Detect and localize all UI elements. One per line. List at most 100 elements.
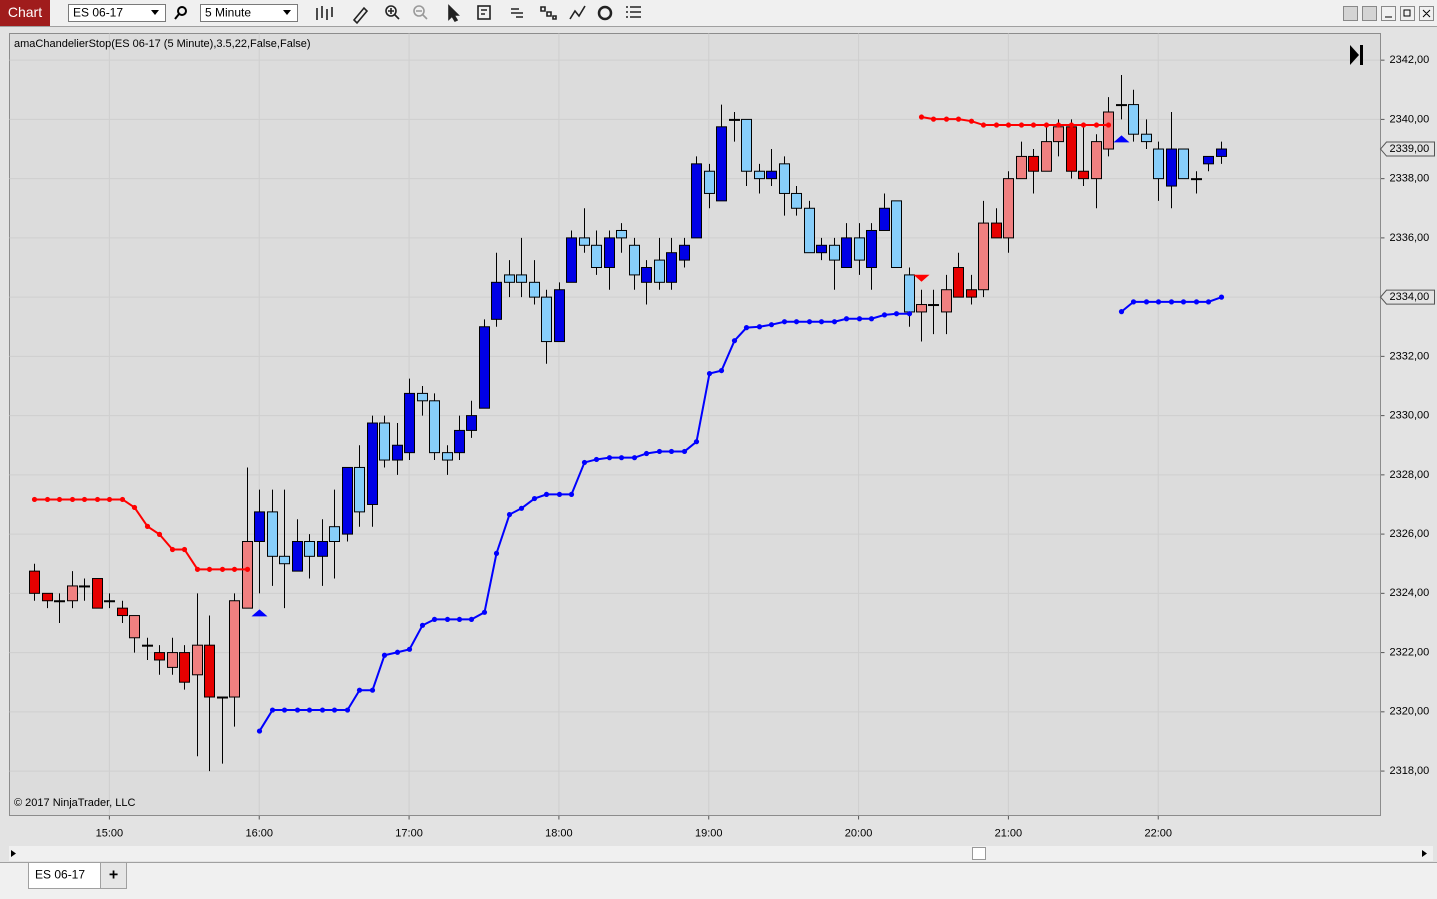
candle-body [491, 281, 502, 320]
stop-dot [781, 319, 788, 325]
instrument[interactable]: ES 06-17 [73, 6, 123, 20]
stop-dot [256, 728, 263, 734]
strategies-icon[interactable] [540, 6, 557, 20]
candle-body [1053, 126, 1064, 143]
jump-to-end-icon[interactable] [1350, 45, 1363, 65]
candle-body [829, 244, 840, 261]
candle-body [529, 281, 540, 298]
icon-part [540, 6, 557, 20]
scrollbar[interactable] [9, 846, 1433, 861]
restore-button[interactable] [1400, 6, 1415, 21]
candle-body [129, 615, 140, 639]
stop-dot [706, 370, 713, 377]
icon-part [352, 6, 369, 25]
candle-body [1066, 126, 1077, 172]
candle-body [192, 644, 203, 676]
candle-body [953, 267, 964, 298]
candle-body [404, 392, 415, 454]
icon-part [481, 9, 487, 15]
candle-body [367, 422, 378, 505]
add-tab-label[interactable]: + [109, 867, 118, 884]
candle-body [541, 296, 552, 343]
candle-body [292, 541, 303, 572]
icon-part [626, 6, 641, 18]
interval[interactable]: 5 Minute [205, 6, 251, 20]
dropdown-box[interactable] [68, 4, 166, 22]
instrument-selector[interactable]: ES 06-17 [68, 4, 166, 22]
dropdown-arrow [151, 10, 159, 15]
candle-body [779, 163, 790, 194]
stop-dot [106, 496, 113, 503]
indicators-icon[interactable] [569, 5, 586, 20]
candle-body [1028, 155, 1039, 172]
candle-body [1178, 148, 1189, 180]
window-buttons [1343, 6, 1434, 21]
zoom-out-icon[interactable] [413, 5, 428, 20]
y-tick-label: 2320,00 [1390, 706, 1430, 718]
zoom-in-icon[interactable] [385, 5, 400, 20]
signal-arrow [1113, 135, 1130, 143]
draw-icon[interactable] [352, 6, 369, 25]
stop-dot [281, 707, 288, 713]
candle-body [154, 652, 165, 661]
stop-dot [431, 616, 438, 623]
stop-dot [693, 439, 700, 445]
candle-body [442, 452, 453, 461]
stop-dot [993, 122, 1000, 128]
properties-icon[interactable] [511, 8, 523, 18]
stop-dot [1205, 299, 1212, 305]
candle-body [1078, 170, 1089, 180]
signal-arrow [913, 274, 930, 282]
icon-part [1350, 45, 1359, 65]
y-tick-label: 2340,00 [1390, 113, 1430, 125]
window-button[interactable] [1362, 6, 1377, 21]
tab[interactable] [28, 862, 101, 889]
data-box-icon[interactable] [477, 5, 491, 20]
candle-body [704, 170, 715, 194]
magnifier-icon[interactable] [174, 6, 187, 20]
candle-body [1153, 148, 1164, 180]
stop-dot [381, 652, 388, 658]
reload-icon[interactable] [597, 5, 613, 21]
window-button[interactable] [1343, 6, 1358, 21]
add-tab-button[interactable] [100, 862, 127, 889]
pointer-icon[interactable] [448, 4, 460, 23]
candle-body [766, 170, 777, 180]
stop-dot [593, 456, 600, 463]
list-icon[interactable] [626, 6, 641, 18]
x-tick-label: 20:00 [845, 827, 873, 839]
candle-body [417, 392, 428, 402]
minimize-button[interactable] [1381, 6, 1396, 21]
candle-body [479, 326, 490, 409]
candle-body [42, 592, 53, 602]
stop-dot [306, 707, 313, 713]
candle-body [379, 422, 390, 461]
scroll-thumb[interactable] [972, 847, 986, 860]
candle-body [1166, 148, 1177, 187]
dropdown-box[interactable] [200, 4, 298, 22]
candle-body [466, 415, 477, 431]
candle-body [304, 541, 315, 557]
candle-body [254, 511, 265, 543]
stop-dot [1043, 122, 1050, 128]
stop-dot [556, 491, 563, 498]
tab-label[interactable]: ES 06-17 [35, 868, 85, 882]
candle-body [179, 652, 190, 683]
candle-body [928, 304, 939, 307]
window-title: Chart [8, 4, 42, 20]
stop-dot [394, 649, 401, 655]
interval-selector[interactable]: 5 Minute [200, 4, 298, 22]
candle-body [1191, 178, 1202, 181]
bar-type-icon[interactable] [316, 6, 333, 20]
stop-dot [194, 566, 201, 572]
candle-body [279, 555, 290, 565]
candle-body [516, 274, 527, 283]
price-marker-label: 2334,00 [1390, 291, 1430, 303]
candle-body [866, 229, 877, 269]
signal-arrow [251, 609, 268, 617]
candle-body [616, 229, 627, 239]
candle-body [791, 192, 802, 209]
candle-body [342, 466, 353, 535]
candle-body [504, 274, 515, 283]
candle-body [879, 207, 890, 231]
